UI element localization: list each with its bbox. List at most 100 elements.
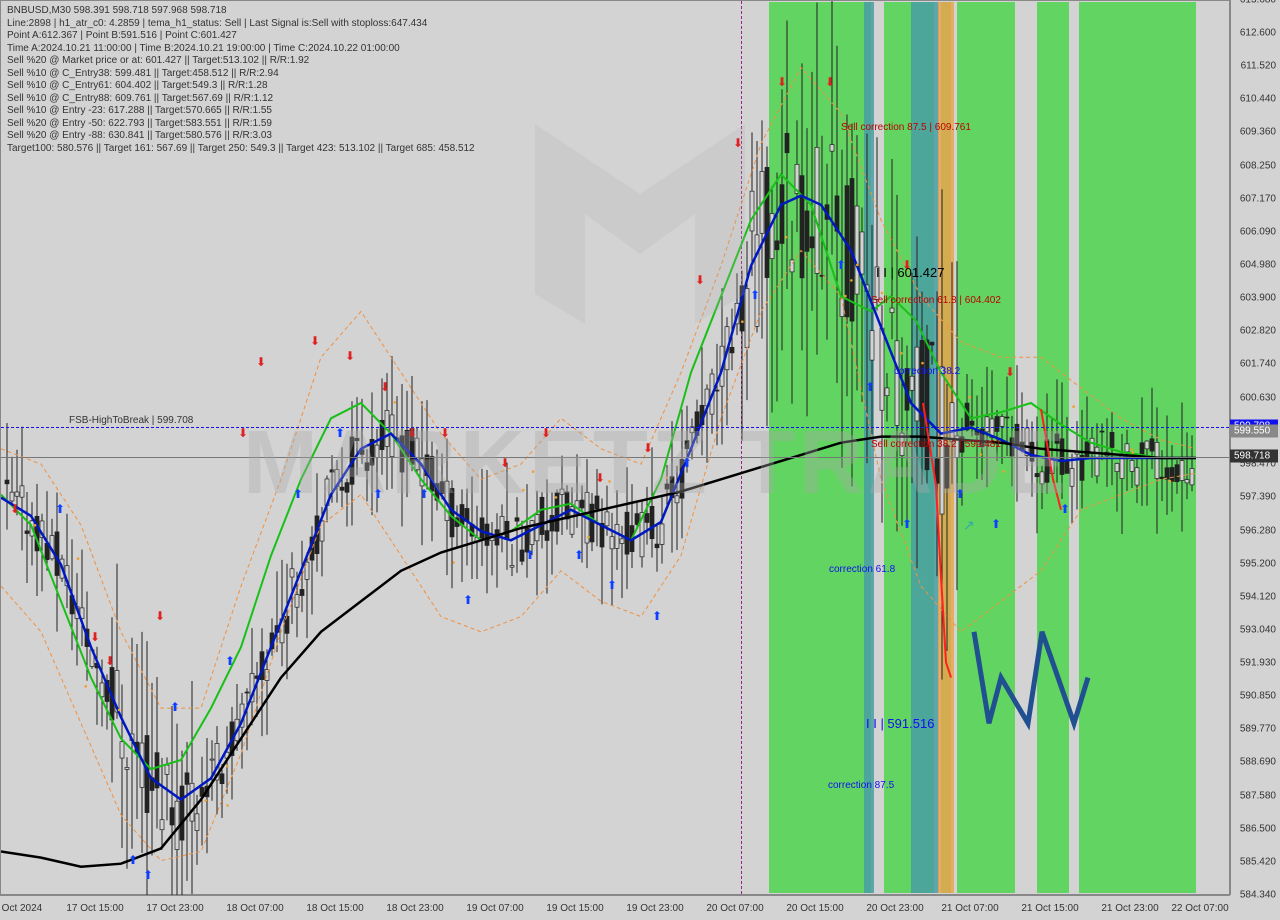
info-line: BNBUSD,M30 598.391 598.718 597.968 598.7…: [7, 5, 475, 18]
y-axis-tick: 603.900: [1240, 293, 1276, 304]
y-axis-tick: 597.390: [1240, 491, 1276, 502]
arrow-up-icon: ⬆: [293, 487, 303, 501]
x-axis: 17 Oct 202417 Oct 15:0017 Oct 23:0018 Oc…: [0, 895, 1230, 920]
y-axis-tick: 595.200: [1240, 558, 1276, 569]
chart-annotation: correction 87.5: [828, 780, 894, 791]
arrow-up-icon: ⬆: [682, 456, 692, 470]
info-line: Line:2898 | h1_atr_c0: 4.2859 | tema_h1_…: [7, 18, 475, 31]
x-axis-tick: 22 Oct 07:00: [1171, 903, 1228, 914]
chart-container: MARKETZ TRADE FSB-HighToBreak | 599.708 …: [0, 0, 1280, 920]
y-axis-tick: 601.740: [1240, 359, 1276, 370]
arrow-up-icon: ⬆: [55, 502, 65, 516]
arrow-up-icon: ⬆: [836, 258, 846, 272]
arrow-up-icon: ⬆: [652, 609, 662, 623]
chart-annotation: Sell correction 38.2 | 599.481: [871, 439, 1001, 450]
watermark-text: MARKETZ TRADE: [243, 411, 1070, 514]
info-line: Sell %10 @ C_Entry38: 599.481 || Target:…: [7, 68, 475, 81]
y-axis-tick: 596.280: [1240, 525, 1276, 536]
y-axis-tick: 589.770: [1240, 724, 1276, 735]
arrow-up-icon: ⬆: [419, 487, 429, 501]
arrow-up-icon: ⬆: [902, 517, 912, 531]
arrow-down-icon: ⬇: [825, 75, 835, 89]
x-axis-tick: 21 Oct 07:00: [941, 903, 998, 914]
y-axis-tick: 587.580: [1240, 791, 1276, 802]
x-axis-tick: 19 Oct 15:00: [546, 903, 603, 914]
x-axis-tick: 17 Oct 15:00: [66, 903, 123, 914]
y-axis-tick: 613.680: [1240, 0, 1276, 6]
y-axis-tick: 591.930: [1240, 658, 1276, 669]
arrow-down-icon: ⬇: [541, 426, 551, 440]
arrow-down-icon: ⬇: [10, 502, 20, 516]
x-axis-tick: 18 Oct 07:00: [226, 903, 283, 914]
arrow-down-icon: ⬇: [733, 136, 743, 150]
arrow-down-icon: ⬇: [500, 456, 510, 470]
y-axis-tick: 594.120: [1240, 591, 1276, 602]
info-line: Sell %20 @ Market price or at: 601.427 |…: [7, 55, 475, 68]
arrow-down-icon: ⬇: [1005, 365, 1015, 379]
y-axis-tick: 584.340: [1240, 890, 1276, 901]
arrow-down-icon: ⬇: [643, 441, 653, 455]
arrow-up-icon: ⬆: [574, 548, 584, 562]
green-zone: [1079, 2, 1196, 893]
arrow-down-icon: ⬇: [440, 426, 450, 440]
arrow-down-icon: ⬇: [407, 426, 417, 440]
info-line: Sell %10 @ C_Entry61: 604.402 || Target:…: [7, 80, 475, 93]
arrow-down-icon: ⬇: [238, 426, 248, 440]
x-axis-tick: 18 Oct 15:00: [306, 903, 363, 914]
info-line: Sell %10 @ C_Entry88: 609.761 || Target:…: [7, 93, 475, 106]
arrow-up-icon: ⬆: [607, 578, 617, 592]
arrow-down-icon: ⬇: [105, 654, 115, 668]
arrow-down-icon: ⬇: [595, 471, 605, 485]
arrow-down-icon: ⬇: [695, 273, 705, 287]
arrow-up-icon: ⬆: [525, 548, 535, 562]
arrow-down-icon: ⬇: [256, 355, 266, 369]
arrow-down-icon: ⬇: [777, 75, 787, 89]
y-axis-tick: 608.250: [1240, 160, 1276, 171]
arrow-up-icon: ⬆: [1060, 502, 1070, 516]
arrow-up-icon: ⬆: [143, 868, 153, 882]
arrow-up-icon: ⬆: [373, 487, 383, 501]
arrow-up-icon: ⬆: [955, 487, 965, 501]
x-axis-tick: 21 Oct 23:00: [1101, 903, 1158, 914]
y-axis-tick: 585.420: [1240, 857, 1276, 868]
arrow-up-icon: ⬆: [991, 517, 1001, 531]
price-tag: 599.550: [1230, 425, 1278, 438]
y-axis-tick: 588.690: [1240, 757, 1276, 768]
y-axis-tick: 610.440: [1240, 93, 1276, 104]
x-axis-tick: 19 Oct 07:00: [466, 903, 523, 914]
price-tag: 598.718: [1230, 450, 1278, 463]
chart-annotation: Sell correction 87.5 | 609.761: [841, 122, 971, 133]
arrow-up-icon: ⬆: [170, 700, 180, 714]
y-axis-tick: 600.630: [1240, 393, 1276, 404]
x-axis-tick: 21 Oct 15:00: [1021, 903, 1078, 914]
arrow-up-icon: ⬆: [335, 426, 345, 440]
y-axis-tick: 590.850: [1240, 691, 1276, 702]
chart-annotation: I I | 601.427: [876, 265, 944, 280]
arrow-diag-icon: ↗: [963, 517, 975, 534]
y-axis-tick: 586.500: [1240, 824, 1276, 835]
x-axis-tick: 19 Oct 23:00: [626, 903, 683, 914]
y-axis-tick: 609.360: [1240, 126, 1276, 137]
y-axis-tick: 593.040: [1240, 624, 1276, 635]
chart-annotation: Sell correction 61.8 | 604.402: [871, 295, 1001, 306]
info-line: Target100: 580.576 || Target 161: 567.69…: [7, 143, 475, 156]
info-line: Sell %20 @ Entry -88: 630.841 || Target:…: [7, 130, 475, 143]
arrow-up-icon: ⬆: [865, 380, 875, 394]
chart-annotation: I I | 591.516: [866, 716, 934, 731]
arrow-up-icon: ⬆: [128, 853, 138, 867]
info-line: Time A:2024.10.21 11:00:00 | Time B:2024…: [7, 43, 475, 56]
arrow-up-icon: ⬆: [750, 288, 760, 302]
plot-area[interactable]: MARKETZ TRADE FSB-HighToBreak | 599.708 …: [0, 0, 1230, 895]
y-axis-tick: 611.520: [1241, 60, 1276, 71]
x-axis-tick: 20 Oct 23:00: [866, 903, 923, 914]
arrow-down-icon: ⬇: [90, 630, 100, 644]
x-axis-tick: 20 Oct 15:00: [786, 903, 843, 914]
chart-annotation: correction 38.2: [894, 366, 960, 377]
info-line: Sell %10 @ Entry -23: 617.288 || Target:…: [7, 105, 475, 118]
arrow-down-icon: ⬇: [155, 609, 165, 623]
y-axis-tick: 612.600: [1240, 27, 1276, 38]
y-axis-tick: 607.170: [1240, 193, 1276, 204]
info-line: Sell %20 @ Entry -50: 622.793 || Target:…: [7, 118, 475, 131]
watermark-logo: [475, 94, 805, 354]
y-axis-tick: 606.090: [1240, 226, 1276, 237]
